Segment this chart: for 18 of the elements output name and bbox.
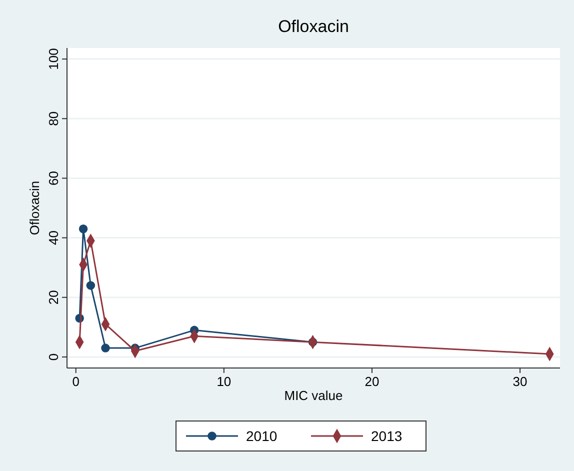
x-tick-label: 20 <box>364 374 380 389</box>
chart-title: Ofloxacin <box>278 17 349 36</box>
y-tick-label: 0 <box>46 353 61 361</box>
y-axis-title: Ofloxacin <box>27 180 42 236</box>
x-tick-label: 0 <box>72 374 80 389</box>
y-tick-label: 60 <box>46 170 61 186</box>
y-tick-label: 40 <box>46 230 61 246</box>
legend-label: 2013 <box>371 428 402 444</box>
point <box>101 344 110 352</box>
x-tick-label: 30 <box>512 374 528 389</box>
x-tick-label: 10 <box>216 374 232 389</box>
x-axis-title: MIC value <box>284 388 343 403</box>
y-tick-label: 20 <box>46 290 61 305</box>
legend-label: 2010 <box>246 428 278 444</box>
y-tick-label: 80 <box>46 111 61 126</box>
point <box>78 224 88 234</box>
y-tick-label: 100 <box>46 48 61 70</box>
point <box>86 281 96 290</box>
